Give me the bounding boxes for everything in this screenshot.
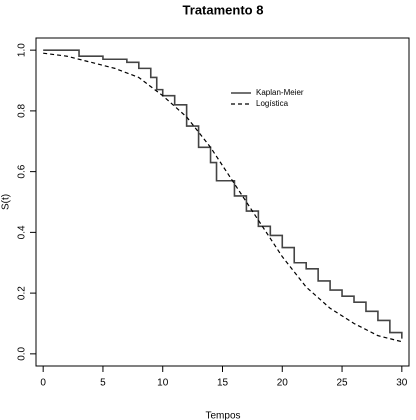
x-tick-label: 5 [100,378,106,389]
x-tick-label: 15 [217,378,229,389]
y-tick-label: 0.6 [17,164,28,178]
x-tick-label: 25 [336,378,348,389]
legend-label: Kaplan-Meier [256,88,304,97]
x-tick-label: 20 [277,378,289,389]
y-tick-label: 0.8 [17,104,28,118]
chart-title: Tratamento 8 [183,2,264,17]
y-tick-label: 0.4 [17,225,28,239]
y-tick-label: 0.2 [17,286,28,300]
y-axis-label: S(t) [1,194,12,210]
legend-label: Logística [256,99,289,108]
x-tick-label: 30 [396,378,408,389]
x-tick-label: 0 [40,378,46,389]
y-tick-label: 0.0 [17,346,28,360]
y-tick-label: 1.0 [17,43,28,57]
x-axis-label: Tempos [205,411,240,420]
series-line [43,49,403,339]
series-line [43,52,402,343]
x-tick-label: 10 [157,378,169,389]
plot-box [35,37,410,367]
